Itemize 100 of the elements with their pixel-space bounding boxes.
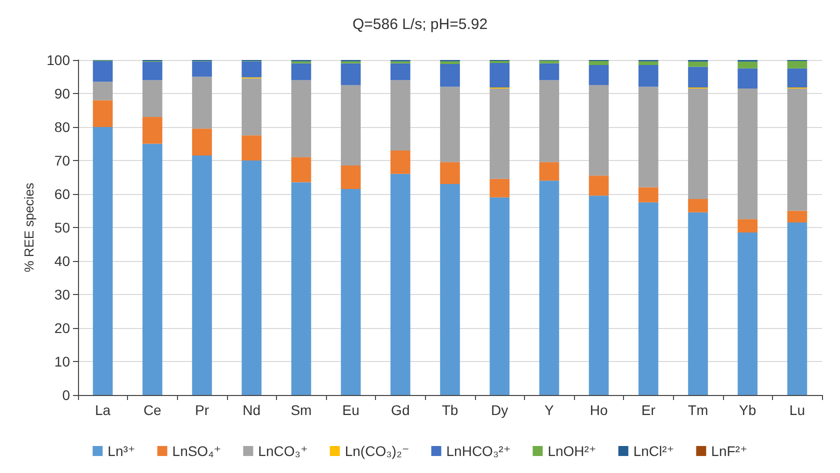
legend-label: LnSO₄⁺ [172,443,222,459]
bar [539,162,560,181]
x-tick-label: Dy [491,402,508,418]
bar [242,160,262,395]
legend-label: Ln(CO₃)₂⁻ [344,443,410,459]
legend-label: LnOH²⁺ [548,443,596,459]
x-tick-label: Yb [739,402,756,418]
bar [142,62,162,80]
bar [490,178,510,198]
bar [291,80,312,158]
bar [440,61,460,64]
bar [787,222,808,395]
x-tick-label: Lu [789,402,805,418]
bar [142,116,162,144]
bar [688,212,708,395]
bar [291,157,312,182]
bar [390,174,410,395]
bar [539,180,560,395]
bar [390,63,410,80]
y-tick-label: 30 [54,286,70,302]
bar [291,182,312,395]
bar [787,210,808,222]
x-tick-label: Ce [143,402,162,418]
bar [539,80,560,162]
bar [242,135,262,160]
bar [92,100,113,127]
bar [490,88,510,179]
bar [688,199,708,212]
bar [588,176,609,196]
bar [638,61,658,66]
bar [192,76,212,129]
bar [588,65,609,86]
bar [340,85,361,166]
y-tick-label: 100 [46,52,70,68]
bar [638,202,658,395]
legend-label: LnHCO₃²⁺ [446,443,511,459]
bar [588,85,609,176]
y-tick-label: 0 [62,387,70,403]
y-tick-label: 80 [54,119,70,135]
bar [340,188,361,395]
y-axis-title: % REE species [22,182,37,272]
bar [92,61,113,82]
bar [638,187,658,202]
bar [291,63,312,80]
x-tick-label: Nd [242,402,261,418]
x-tick-label: Y [544,402,555,418]
legend-label: LnCO₃⁺ [258,443,308,459]
x-tick-label: Ho [590,402,608,418]
y-tick-label: 40 [54,253,70,269]
x-tick-label: Pr [195,402,210,418]
bar [440,184,460,395]
chart-title: Q=586 L/s; pH=5.92 [352,16,488,33]
bar [688,88,708,200]
legend-label: LnCl²⁺ [633,443,674,459]
bar [688,62,708,67]
legend-label: Ln³⁺ [108,443,136,459]
bar [539,60,560,64]
bar [588,196,609,395]
bar [142,80,162,117]
bar [242,61,262,78]
bar [539,63,560,80]
bar [638,65,658,87]
bar [738,68,758,88]
bar [738,62,758,68]
y-tick-label: 50 [54,220,70,236]
bar [787,68,808,88]
bar [192,61,212,77]
bar [638,86,658,188]
bar [242,78,262,136]
bar [490,63,510,88]
bar [688,66,708,88]
bar [390,150,410,174]
x-tick-label: Gd [391,402,410,418]
x-tick-label: Er [641,402,656,418]
bar [92,82,113,100]
bar [440,64,460,87]
bar [192,128,212,156]
bar [92,127,113,395]
bar [390,80,410,150]
y-tick-label: 70 [54,152,70,168]
y-tick-label: 10 [54,354,70,370]
bar [142,144,162,395]
bar [490,197,510,395]
bar [787,61,808,68]
bar [192,155,212,395]
y-tick-label: 20 [54,320,70,336]
x-tick-label: Eu [342,402,360,418]
bar [738,219,758,233]
bar [440,162,460,184]
bar [738,232,758,395]
bar [340,63,361,86]
bar [588,61,609,66]
x-tick-label: Tm [688,402,708,418]
bar [340,166,361,189]
legend-label: LnF²⁺ [711,443,748,459]
y-tick-label: 60 [54,186,70,202]
x-tick-label: La [95,402,111,418]
x-tick-label: Sm [290,402,312,418]
bar [440,86,460,162]
y-tick-label: 90 [54,86,70,102]
